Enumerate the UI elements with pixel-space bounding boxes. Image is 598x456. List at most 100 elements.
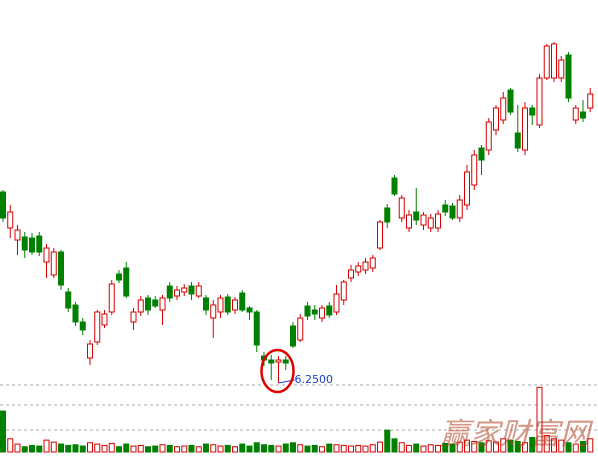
candle-body — [485, 121, 492, 151]
volume-bar — [87, 442, 93, 453]
volume-bar — [290, 442, 296, 453]
volume-bar — [442, 442, 449, 453]
candle-body — [456, 199, 463, 219]
candle-body — [43, 247, 50, 263]
candle-body — [580, 111, 586, 119]
volume-bar — [420, 445, 427, 453]
candle-body — [384, 207, 391, 223]
candle-body — [420, 214, 427, 226]
volume-bar — [326, 443, 333, 453]
volume-bar — [384, 429, 391, 453]
candle-body — [565, 54, 572, 99]
volume-bar — [522, 442, 528, 453]
volume-bar — [333, 444, 340, 453]
volume-bar — [261, 444, 267, 453]
volume-bar — [65, 444, 72, 453]
candle-body — [558, 59, 565, 79]
candle-body — [253, 311, 260, 346]
candle-body — [500, 97, 507, 121]
candle-body — [123, 267, 130, 297]
volume-bar — [123, 443, 130, 453]
candle-body — [514, 132, 521, 149]
volume-bar — [471, 440, 478, 453]
volume-bar — [174, 446, 180, 453]
candle-body — [413, 211, 420, 221]
candle-body — [0, 191, 6, 219]
volume-bar — [435, 444, 441, 453]
volume-bar — [210, 444, 217, 453]
volume-bar — [413, 443, 420, 453]
candle-body — [435, 213, 441, 229]
volume-bar — [449, 443, 456, 453]
candle-body — [29, 237, 35, 253]
candle-body — [377, 221, 383, 249]
candle-body — [333, 293, 340, 313]
candle-body — [232, 299, 238, 311]
candle-body — [87, 343, 93, 359]
candle-body — [304, 305, 311, 317]
candle-body — [14, 229, 21, 241]
candle-body — [326, 305, 333, 316]
candle-body — [522, 107, 528, 151]
volume-bar — [36, 445, 43, 453]
volume-bar — [145, 446, 151, 453]
candle-body — [449, 205, 456, 219]
volume-bar — [108, 442, 115, 453]
candle-body — [130, 311, 137, 323]
volume-bar — [297, 444, 304, 453]
volume-bar — [188, 444, 195, 453]
volume-bar — [529, 436, 536, 453]
volume-bar — [239, 443, 246, 453]
candle-body — [159, 297, 166, 311]
candle-body — [101, 313, 108, 326]
candle-body — [362, 261, 369, 271]
candle-body — [587, 93, 594, 109]
volume-bar — [195, 446, 202, 453]
candle-body — [398, 197, 405, 219]
volume-bar — [319, 446, 325, 453]
candle-body — [36, 235, 43, 253]
volume-bar — [478, 442, 485, 453]
candle-body — [464, 171, 470, 206]
volume-bar — [464, 439, 470, 453]
annotation-label: 6.2500 — [295, 373, 334, 386]
candle-body — [275, 359, 282, 363]
volume-bar — [369, 444, 376, 453]
candle-body — [188, 285, 195, 295]
candle-body — [239, 292, 246, 311]
candle-body — [58, 251, 64, 286]
volume-bar — [203, 443, 209, 453]
volume-bar — [580, 440, 586, 453]
volume-bar — [246, 445, 253, 453]
volume-layer — [0, 386, 594, 453]
volume-bar — [181, 445, 188, 453]
volume-bar — [514, 440, 521, 453]
volume-bar — [282, 443, 289, 453]
volume-bar — [340, 444, 347, 453]
volume-bar — [217, 445, 224, 453]
candle-body — [166, 285, 173, 299]
volume-bar — [456, 441, 463, 453]
candle-layer — [0, 42, 594, 383]
volume-bar — [362, 445, 369, 453]
volume-bar — [50, 441, 57, 453]
volume-bar — [253, 442, 260, 453]
volume-bar — [398, 442, 405, 453]
candle-body — [145, 297, 151, 311]
volume-bar — [565, 442, 572, 453]
volume-bar — [543, 435, 550, 453]
candle-body — [50, 251, 57, 276]
volume-bar — [43, 439, 50, 453]
candle-body — [507, 89, 514, 113]
candle-body — [355, 265, 362, 273]
volume-bar — [355, 444, 362, 453]
volume-bar — [72, 444, 79, 453]
volume-bar — [130, 445, 137, 453]
volume-bar — [137, 444, 144, 453]
highlight-circle — [260, 348, 295, 394]
volume-bar — [507, 439, 514, 453]
volume-bar — [427, 444, 434, 453]
candle-body — [427, 217, 434, 229]
